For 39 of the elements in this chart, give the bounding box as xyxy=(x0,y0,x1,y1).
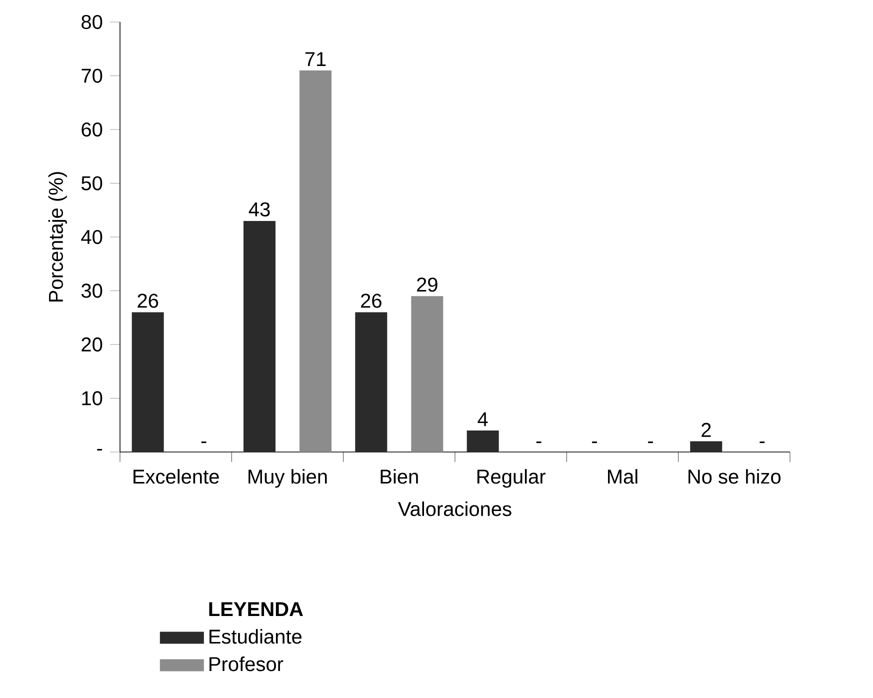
x-tick-label: Mal xyxy=(608,469,638,484)
data-label: 26 xyxy=(361,294,382,308)
bar xyxy=(243,220,276,452)
x-tick-label: Excelente xyxy=(134,469,219,484)
y-axis-title: Porcentaje (%) xyxy=(48,172,67,302)
x-tick-label: Muy bien xyxy=(248,469,327,488)
bar xyxy=(300,70,332,452)
text: - xyxy=(592,442,597,444)
y-tick-label: 10 xyxy=(82,391,102,406)
data-label: 2 xyxy=(702,422,711,437)
y-tick-label: 40 xyxy=(81,230,102,244)
text: - xyxy=(760,442,765,444)
text: - xyxy=(536,442,542,444)
y-tick-label: 30 xyxy=(81,284,102,298)
x-tick-label: Regular xyxy=(477,469,546,488)
legend-label: Estudiante xyxy=(210,629,302,644)
y-tick-label: 70 xyxy=(82,68,102,83)
data-label: 4 xyxy=(478,412,488,426)
bar xyxy=(466,430,499,452)
data-label: 71 xyxy=(305,52,326,66)
y-tick-label: - xyxy=(97,448,102,451)
text: - xyxy=(648,442,653,444)
y-tick-label: 80 xyxy=(82,14,102,30)
y-tick-label: 60 xyxy=(82,122,102,137)
bar xyxy=(690,441,722,452)
x-tick-label: Bien xyxy=(380,469,418,484)
y-tick-label: 20 xyxy=(82,337,102,352)
x-axis-title: Valoraciones xyxy=(398,501,512,516)
bar xyxy=(411,296,444,452)
text: - xyxy=(201,442,206,444)
data-label: 26 xyxy=(138,294,158,308)
y-tick-label: 50 xyxy=(82,176,102,190)
data-label: 29 xyxy=(417,278,438,292)
data-label: 43 xyxy=(248,202,270,216)
x-tick-label: No se hizo xyxy=(688,469,781,484)
bar xyxy=(132,312,164,452)
legend-label: Profesor xyxy=(210,656,284,672)
legend-title: LEYENDA xyxy=(209,602,303,616)
bar xyxy=(355,312,388,452)
